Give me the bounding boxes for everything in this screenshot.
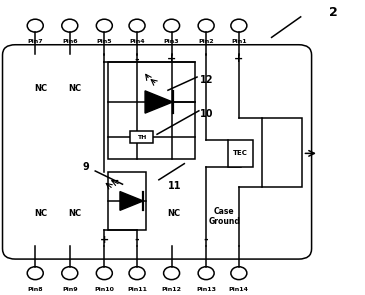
- Text: NC: NC: [69, 209, 82, 218]
- Text: -: -: [135, 54, 139, 64]
- Bar: [108, 62, 195, 159]
- Text: Pin7: Pin7: [27, 40, 43, 45]
- Text: NC: NC: [34, 209, 47, 218]
- Text: +: +: [100, 235, 109, 245]
- Text: Pin10: Pin10: [95, 287, 114, 292]
- Text: Pin8: Pin8: [27, 287, 43, 292]
- Text: Pin2: Pin2: [198, 40, 214, 45]
- Text: TEC: TEC: [233, 150, 248, 156]
- Text: Pin12: Pin12: [162, 287, 182, 292]
- Text: Pin6: Pin6: [62, 40, 78, 45]
- Bar: [108, 173, 146, 230]
- Text: NC: NC: [69, 84, 82, 93]
- Text: Pin11: Pin11: [127, 287, 147, 292]
- Bar: [130, 131, 153, 143]
- Text: -: -: [135, 235, 139, 245]
- Bar: [228, 140, 253, 167]
- Text: Case
Ground: Case Ground: [208, 207, 240, 226]
- Text: 2: 2: [329, 6, 338, 19]
- Text: NC: NC: [34, 84, 47, 93]
- Bar: [262, 118, 303, 187]
- Text: 10: 10: [200, 109, 213, 119]
- Text: NC: NC: [167, 209, 180, 218]
- Text: Pin14: Pin14: [229, 287, 249, 292]
- Text: +: +: [167, 54, 176, 64]
- Polygon shape: [145, 91, 173, 113]
- Text: TH: TH: [137, 135, 146, 140]
- Polygon shape: [120, 191, 143, 210]
- Text: Pin5: Pin5: [96, 40, 112, 45]
- Text: Pin3: Pin3: [164, 40, 180, 45]
- Text: Pin1: Pin1: [231, 40, 247, 45]
- Text: Pin4: Pin4: [129, 40, 145, 45]
- Text: -: -: [204, 235, 208, 245]
- Text: Pin9: Pin9: [62, 287, 78, 292]
- Text: 11: 11: [168, 181, 181, 191]
- Text: Pin13: Pin13: [196, 287, 216, 292]
- Text: 9: 9: [83, 162, 89, 172]
- Text: +: +: [234, 54, 243, 64]
- Text: 12: 12: [200, 75, 213, 85]
